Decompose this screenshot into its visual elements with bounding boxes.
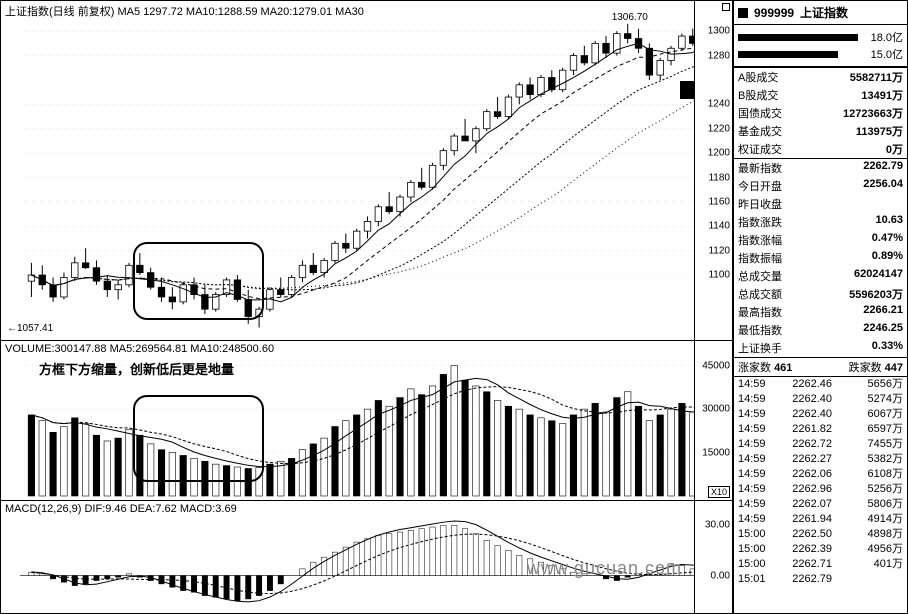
tick-row: 14:592261.944914万	[734, 512, 907, 527]
info-row: 指数涨跌10.63	[734, 213, 907, 231]
info-row: 昨日收盘	[734, 195, 907, 213]
app-frame: 上证指数(日线 前复权) MA5 1297.72 MA10:1288.59 MA…	[0, 0, 908, 614]
tick-row: 14:592262.275382万	[734, 452, 907, 467]
volume-pane[interactable]: VOLUME:300147.88 MA5:269564.81 MA10:2485…	[1, 341, 732, 501]
marker-icon	[722, 3, 730, 11]
info-row: B股成交13491万	[734, 86, 907, 104]
info-row: 上证换手0.33%	[734, 339, 907, 357]
price-highlight-box	[133, 242, 265, 320]
info-row: 权证成交0万	[734, 140, 907, 158]
info-row: 总成交额5596203万	[734, 285, 907, 303]
price-chart: 1306.70	[1, 1, 732, 340]
buy-sell-bar: 18.0亿	[738, 29, 903, 45]
macd-pane[interactable]: MACD(12,26,9) DIF:9.46 DEA:7.62 MACD:3.6…	[1, 501, 732, 613]
tick-row: 14:592262.465656万	[734, 377, 907, 392]
tick-row: 15:012262.79	[734, 572, 907, 587]
volume-highlight-box	[133, 395, 265, 482]
macd-yaxis: 0.0030.00	[694, 501, 732, 613]
price-pane[interactable]: 上证指数(日线 前复权) MA5 1297.72 MA10:1288.59 MA…	[1, 1, 732, 341]
down-count: 447	[885, 362, 903, 374]
info-panel: 999999 上证指数 18.0亿15.0亿 A股成交5582711万B股成交1…	[733, 1, 907, 613]
tick-row: 14:592262.727455万	[734, 437, 907, 452]
cursor-marker	[680, 81, 694, 99]
info-row: 今日开盘2256.04	[734, 177, 907, 195]
price-yaxis: 1100112011401160118012001220124012801300	[694, 1, 732, 340]
price-header: 上证指数(日线 前复权) MA5 1297.72 MA10:1288.59 MA…	[5, 3, 364, 19]
up-count: 461	[774, 362, 792, 374]
tick-row: 15:002262.71401万	[734, 557, 907, 572]
tick-row: 15:002262.394956万	[734, 542, 907, 557]
info-row: 指数振幅0.89%	[734, 249, 907, 267]
info-row: 指数涨幅0.47%	[734, 231, 907, 249]
chart-area: 上证指数(日线 前复权) MA5 1297.72 MA10:1288.59 MA…	[1, 1, 733, 613]
info-row: A股成交5582711万	[734, 67, 907, 86]
info-table: A股成交5582711万B股成交13491万国债成交12723663万基金成交1…	[734, 67, 907, 358]
tick-list[interactable]: 14:592262.465656万14:592262.405274万14:592…	[734, 377, 907, 613]
tick-row: 15:002262.504898万	[734, 527, 907, 542]
tick-row: 14:592262.965256万	[734, 482, 907, 497]
index-code: 999999	[754, 6, 794, 20]
macd-chart	[1, 501, 732, 613]
index-icon	[738, 8, 748, 18]
macd-header: MACD(12,26,9) DIF:9.46 DEA:7.62 MACD:3.6…	[5, 503, 237, 515]
info-row: 总成交量62024147	[734, 267, 907, 285]
tick-row: 14:592262.406067万	[734, 407, 907, 422]
up-label: 涨家数	[738, 362, 771, 374]
buy-sell-bar: 15.0亿	[738, 46, 903, 62]
tick-row: 14:592262.075806万	[734, 497, 907, 512]
tick-row: 14:592261.826597万	[734, 422, 907, 437]
down-label: 跌家数	[849, 362, 882, 374]
info-row: 最高指数2266.21	[734, 303, 907, 321]
info-row: 国债成交12723663万	[734, 104, 907, 122]
info-bars: 18.0亿15.0亿	[734, 25, 907, 67]
svg-text:1306.70: 1306.70	[612, 12, 649, 23]
lowest-label: ←1057.41	[7, 323, 53, 334]
tick-row: 14:592262.066108万	[734, 467, 907, 482]
annotation-text: 方框下方缩量，创新低后更是地量	[39, 359, 234, 378]
watermark: www.gucuan.com	[527, 558, 682, 579]
info-row: 基金成交113975万	[734, 122, 907, 140]
tick-row: 14:592262.405274万	[734, 392, 907, 407]
volume-yaxis: X10 150003000045000	[694, 341, 732, 500]
x10-label: X10	[708, 486, 730, 498]
info-header: 999999 上证指数	[734, 1, 907, 25]
info-row: 最低指数2246.25	[734, 321, 907, 339]
volume-header: VOLUME:300147.88 MA5:269564.81 MA10:2485…	[5, 343, 274, 355]
up-down-row: 涨家数 461 跌家数 447	[734, 358, 907, 377]
index-name: 上证指数	[800, 4, 848, 21]
info-row: 最新指数2262.79	[734, 158, 907, 177]
